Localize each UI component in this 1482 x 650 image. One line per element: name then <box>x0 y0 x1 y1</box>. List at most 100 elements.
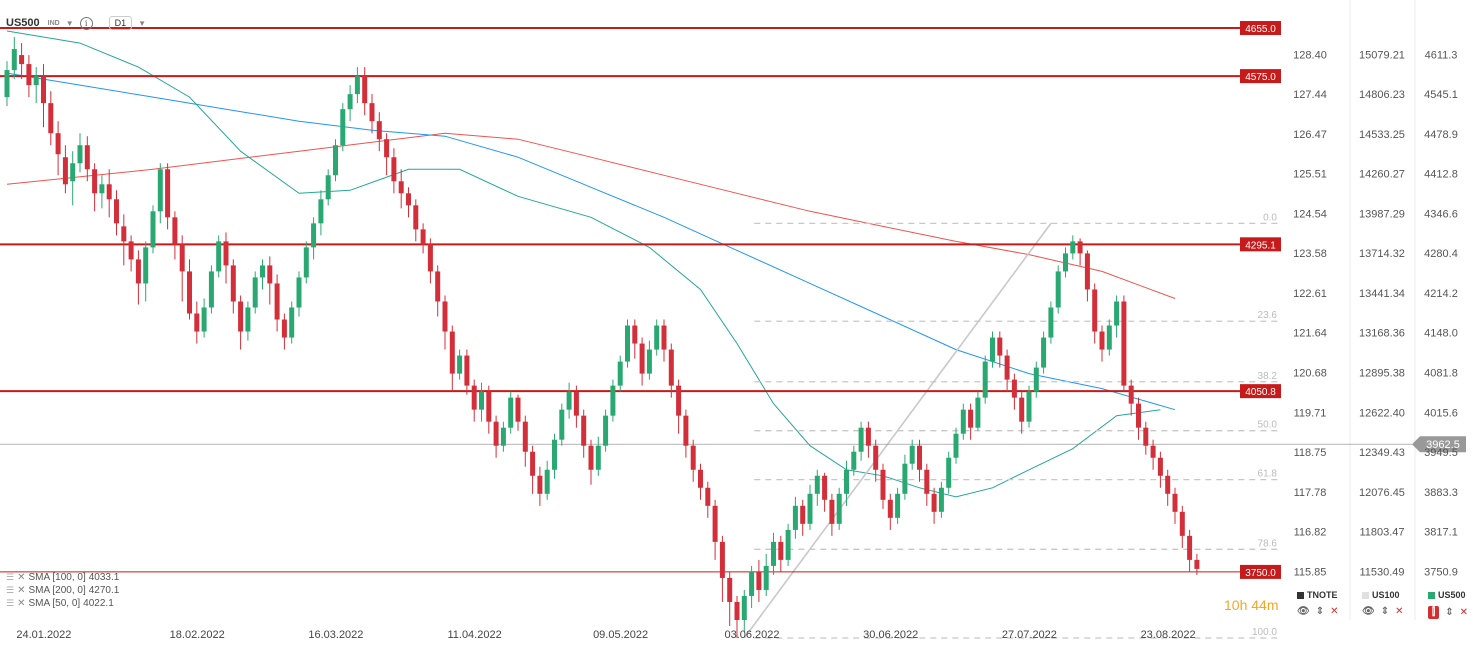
tnote-tick-label: 116.82 <box>1294 527 1327 539</box>
candle-body <box>464 355 470 386</box>
sort-icon[interactable]: ⇕ <box>1380 606 1390 617</box>
candle <box>617 355 623 392</box>
legend-item[interactable]: ☰ ✕ SMA [100, 0] 4033.1 <box>6 571 119 584</box>
candle <box>982 355 988 404</box>
menu-icon[interactable]: ☰ <box>6 585 15 595</box>
candle-body <box>99 184 105 194</box>
candle <box>822 472 828 512</box>
legend-item[interactable]: ☰ ✕ SMA [50, 0] 4022.1 <box>6 597 119 610</box>
price-level-label: 4575.0 <box>1245 72 1276 83</box>
candle-body <box>822 475 828 500</box>
candle-body <box>252 277 258 308</box>
candle-body <box>1092 289 1098 332</box>
candle <box>238 295 244 350</box>
us100-tick-label: 15079.21 <box>1359 49 1405 61</box>
chevron-down-icon[interactable]: ▼ <box>138 18 147 28</box>
candle-body <box>1011 379 1017 398</box>
candle <box>975 391 981 431</box>
menu-icon[interactable]: ☰ <box>6 598 15 608</box>
candle <box>223 232 229 284</box>
candle <box>11 37 17 80</box>
close-icon[interactable]: ✕ <box>1330 606 1339 617</box>
candle <box>603 409 609 452</box>
candle-body <box>646 349 652 374</box>
candle-body <box>157 169 163 212</box>
candle <box>77 133 83 173</box>
candle <box>727 571 733 627</box>
candle-body <box>727 577 733 602</box>
candle <box>734 595 740 639</box>
fib-level-label: 78.6 <box>1258 538 1278 549</box>
sort-icon[interactable]: ⇕ <box>1445 607 1454 618</box>
candle <box>114 190 119 236</box>
candle <box>384 133 390 176</box>
candle-body <box>924 469 930 494</box>
candle <box>537 466 543 506</box>
sort-icon[interactable]: ⇕ <box>1315 606 1325 617</box>
price-level-tag <box>1240 69 1281 84</box>
x-tick-label: 03.06.2022 <box>724 629 779 641</box>
candle-body <box>552 439 557 470</box>
candle <box>924 463 930 506</box>
candle-body <box>479 391 484 410</box>
candle-body <box>1004 355 1010 380</box>
eye-icon[interactable]: 👁 <box>1297 606 1310 617</box>
eye-icon[interactable]: 👁 <box>1362 606 1375 617</box>
candle <box>1033 361 1039 398</box>
price-level-tag <box>1240 384 1281 399</box>
candle <box>289 301 295 344</box>
close-icon[interactable]: ✕ <box>1459 607 1468 618</box>
candle-body <box>858 427 864 452</box>
legend-item[interactable]: ☰ ✕ SMA [200, 0] 4270.1 <box>6 584 119 597</box>
close-icon[interactable]: ✕ <box>17 598 26 609</box>
candle <box>281 313 287 350</box>
menu-icon[interactable]: ☰ <box>6 572 15 582</box>
candle <box>135 250 141 305</box>
candle-body <box>84 145 90 170</box>
candle <box>1092 283 1098 344</box>
candle <box>1019 391 1025 434</box>
candle-body <box>1041 337 1047 368</box>
candle <box>128 235 134 272</box>
candle <box>865 421 871 458</box>
chevron-down-icon[interactable]: ▼ <box>65 18 74 28</box>
candle <box>471 379 477 422</box>
candle-body <box>143 247 149 284</box>
candle-body <box>48 103 54 134</box>
candle-body <box>515 397 521 422</box>
us100-tick-label: 11803.47 <box>1359 527 1404 539</box>
candle-body <box>281 319 287 338</box>
candle-body <box>639 343 645 374</box>
symbol-label[interactable]: US500 <box>6 17 40 29</box>
candle <box>208 265 214 314</box>
close-icon[interactable]: ✕ <box>17 585 26 596</box>
x-tick-label: 30.06.2022 <box>863 629 918 641</box>
candle <box>968 403 974 440</box>
x-tick-label: 16.03.2022 <box>308 629 363 641</box>
close-icon[interactable]: ✕ <box>1395 606 1404 617</box>
candle <box>515 394 521 431</box>
candle-body <box>873 445 879 470</box>
candle <box>1048 301 1054 344</box>
candle <box>157 163 163 224</box>
compare-instrument[interactable]: TNOTE 👁 ⇕ ✕ <box>1297 590 1338 617</box>
candle-body <box>179 244 185 272</box>
candle <box>887 493 893 530</box>
candle-body <box>1106 325 1112 350</box>
candle-body <box>953 433 959 458</box>
chart-type-icon[interactable]: ⫿ <box>1428 606 1440 619</box>
timeframe-selector[interactable]: D1 <box>108 16 133 30</box>
compare-instrument[interactable]: US500 ⫿ ⇕ ✕ <box>1428 590 1468 619</box>
candle-body <box>457 355 463 374</box>
info-icon[interactable]: i <box>79 16 93 30</box>
us500-tick-label: 3883.3 <box>1424 487 1458 499</box>
close-icon[interactable]: ✕ <box>17 572 26 583</box>
chart-header: US500 IND ▼ i D1 ▼ <box>6 14 146 32</box>
candle <box>121 214 127 266</box>
candle <box>333 139 338 182</box>
candle-body <box>909 445 915 464</box>
compare-instrument[interactable]: US100 👁 ⇕ ✕ <box>1362 590 1403 617</box>
current-price-tag <box>1412 436 1466 453</box>
compare-name: US500 <box>1438 590 1466 600</box>
